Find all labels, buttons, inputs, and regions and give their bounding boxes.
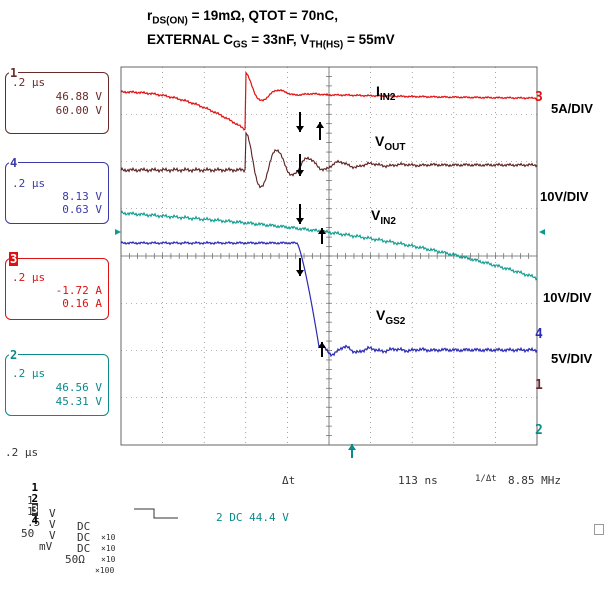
channel-value-2: 60.00 V — [55, 104, 102, 117]
trigger-readout: 2 DC 44.4 V — [216, 511, 289, 524]
channel-3-readout: 3 .2 μs -1.72 A 0.16 A — [5, 252, 109, 320]
channel-value-1: 46.88 V — [55, 90, 102, 103]
trace-iin2 — [120, 70, 538, 131]
chart-title-line1: rDS(ON) = 19mΩ, QTOT = 70nC, — [147, 8, 338, 27]
channel-time: .2 μs — [12, 76, 46, 89]
channel-value-2: 0.63 V — [62, 203, 102, 216]
scale-label-vgs2: 5V/DIV — [551, 351, 593, 366]
trace-vin2 — [120, 210, 538, 281]
marker-ch3: 3 — [535, 90, 543, 105]
timebase-readout: .2 μs — [5, 446, 39, 459]
label-vin2: VIN2 — [371, 207, 396, 227]
channel-4-readout: 4 .2 μs 8.13 V 0.63 V — [5, 156, 109, 224]
channel-time: .2 μs — [12, 367, 46, 380]
label-iin2: IIN2 — [376, 83, 396, 103]
trigger-edge-icon — [134, 508, 178, 519]
frequency-value: 8.85 MHz — [508, 474, 561, 487]
channel-value-2: 45.31 V — [55, 395, 102, 408]
channel-number: 1 — [9, 66, 19, 80]
cursor-arrow-head — [296, 218, 304, 224]
scale-label-vin2: 10V/DIV — [543, 290, 592, 305]
trigger-level-marker — [115, 229, 121, 235]
channel-time: .2 μs — [12, 271, 46, 284]
cursor-arrow-head — [296, 170, 304, 176]
channel-setting-row: 4 50 mV 50Ω ×100 — [21, 514, 115, 575]
channel-number: 4 — [9, 156, 19, 170]
channel-value-1: 8.13 V — [62, 190, 102, 203]
chart-title-line2: EXTERNAL CGS = 33nF, VTH(HS) = 55mV — [147, 32, 395, 51]
channel-setting-row: 1 1 V DC ×10 — [27, 481, 116, 542]
channel-settings-list: 1 1 V DC ×10 2 1 V DC ×10 3 .5 V DC ×10 … — [5, 468, 116, 575]
graticule — [120, 66, 538, 446]
channel-setting-row: 3 .5 V DC ×10 — [27, 503, 116, 564]
channel-1-readout: 1 .2 μs 46.88 V 60.00 V — [5, 66, 109, 134]
cursor-arrow-head — [316, 122, 324, 128]
channel-value-1: -1.72 A — [55, 284, 102, 297]
delta-t-label: Δt — [282, 474, 296, 487]
scale-label-iin2: 5A/DIV — [551, 101, 593, 116]
channel-number: 3 — [9, 252, 19, 266]
channel-time: .2 μs — [12, 177, 46, 190]
marker-ch2: 2 — [535, 423, 543, 438]
channel-2-readout: 2 .2 μs 46.56 V 45.31 V — [5, 348, 109, 416]
channel-value-2: 0.16 A — [62, 297, 102, 310]
channel-value-1: 46.56 V — [55, 381, 102, 394]
waveform-traces — [120, 70, 538, 358]
inverse-delta-t-label: 1/Δt — [475, 474, 497, 484]
cursor-arrow-head — [318, 228, 326, 234]
scale-label-vout: 10V/DIV — [540, 189, 589, 204]
status-square-icon — [594, 524, 604, 535]
cursor-arrow-head — [348, 444, 356, 450]
trace-vout — [120, 131, 538, 189]
cursor-arrow-head — [296, 126, 304, 132]
channel-setting-row: 2 1 V DC ×10 — [27, 492, 116, 553]
delta-t-value: 113 ns — [398, 474, 438, 487]
cursor-arrow-head — [318, 342, 326, 348]
cursor-arrow-head — [296, 270, 304, 276]
oscilloscope-plot: IIN2 VOUT VIN2 VGS2 — [115, 66, 545, 458]
cursor-arrows — [115, 112, 545, 458]
channel-number: 2 — [9, 348, 19, 362]
marker-ch4: 4 — [535, 327, 543, 342]
trigger-level-marker — [539, 229, 545, 235]
trace-vgs2 — [120, 240, 538, 358]
trace-labels: IIN2 VOUT VIN2 VGS2 — [371, 83, 406, 327]
label-vout: VOUT — [375, 133, 405, 153]
label-vgs2: VGS2 — [376, 307, 406, 327]
marker-ch1: 1 — [535, 378, 543, 393]
